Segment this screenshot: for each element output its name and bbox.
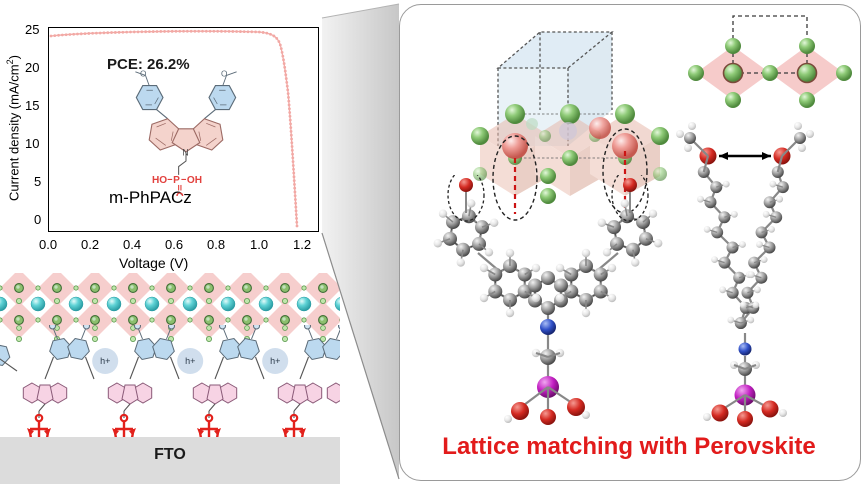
- svg-text:h+: h+: [185, 356, 195, 366]
- svg-text:h+: h+: [100, 356, 110, 366]
- svg-text:h+: h+: [270, 356, 280, 366]
